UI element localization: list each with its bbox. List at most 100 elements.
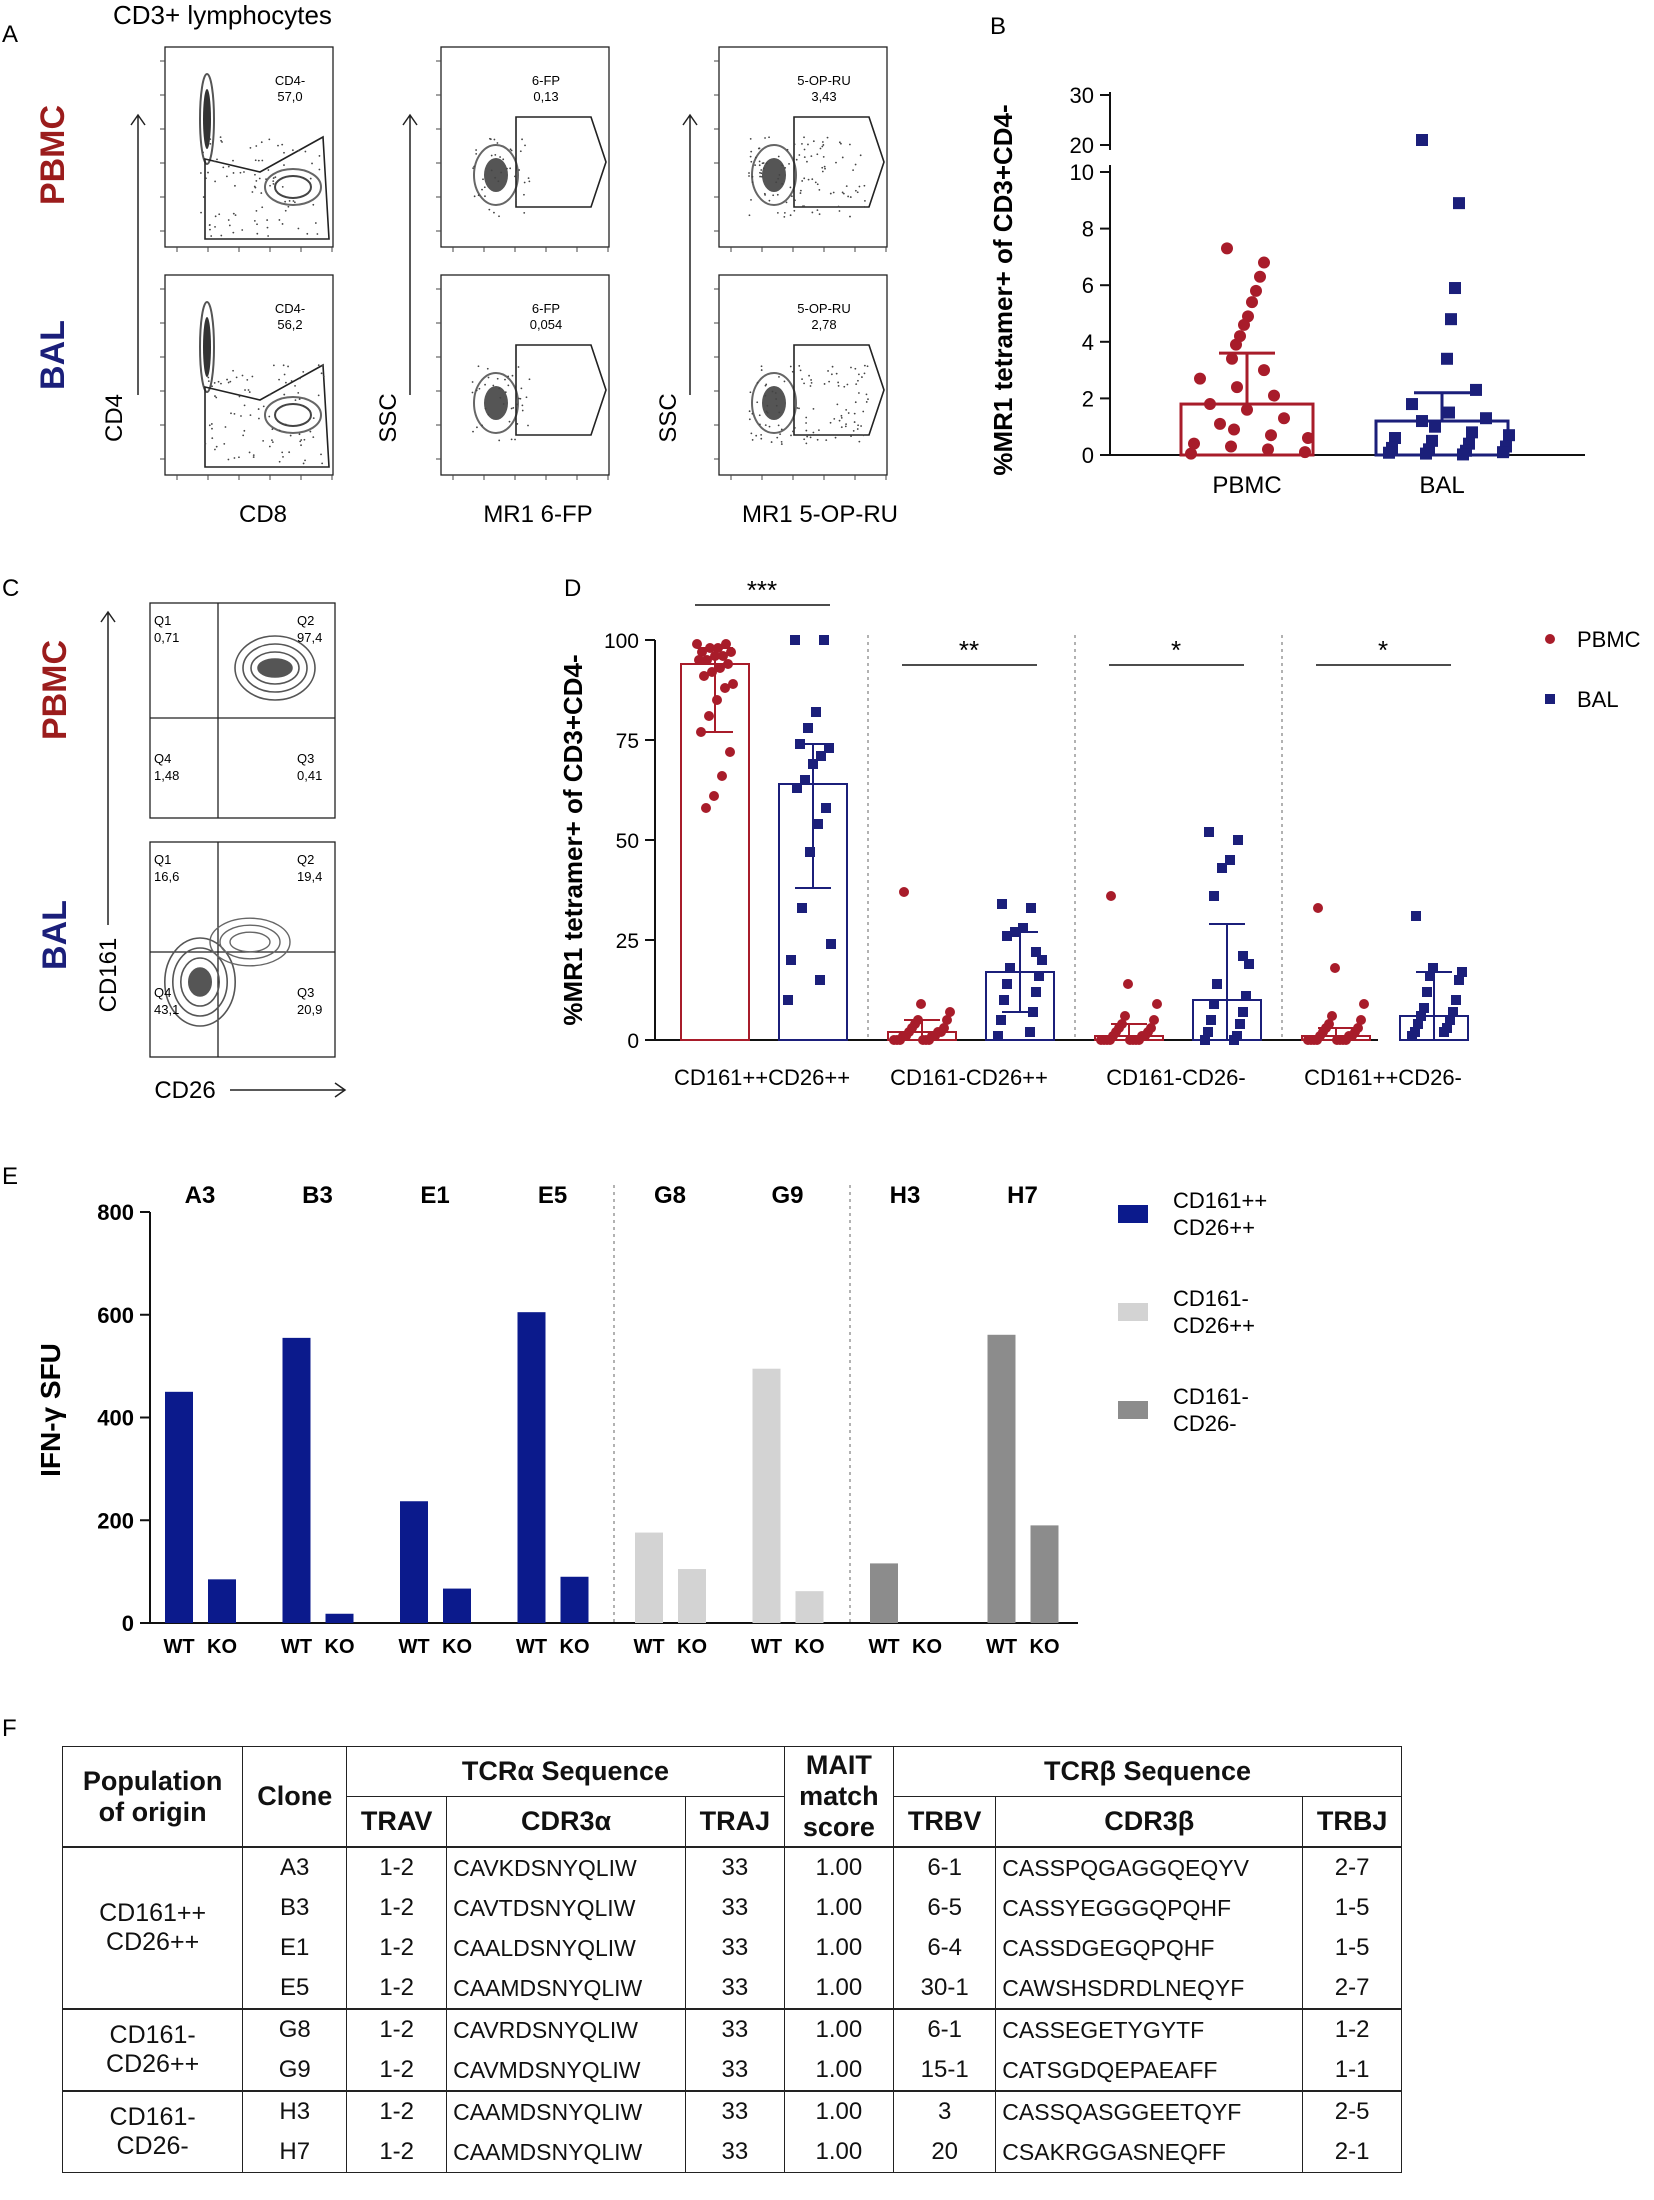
event-dot [528, 378, 531, 381]
event-dot [281, 223, 284, 225]
event-dot [234, 214, 237, 217]
population-contour [199, 301, 215, 393]
bar-label-wt: WT [633, 1636, 664, 1658]
event-dot [760, 437, 763, 440]
event-dot [514, 438, 516, 441]
event-dot [841, 191, 844, 194]
event-dot [784, 167, 787, 169]
event-dot [258, 417, 260, 420]
cdr3a-cell: CAAMDSNYQLIW [446, 1968, 686, 2009]
event-dot [249, 414, 252, 417]
quadrant-value: 16,6 [154, 869, 179, 884]
event-dot [840, 416, 843, 419]
bar-label-ko: KO [912, 1636, 942, 1658]
x-tick-label: CD161++CD26++ [674, 1065, 850, 1090]
ko-bar [678, 1569, 706, 1623]
data-point [786, 955, 796, 965]
legend-label-line1: CD161- [1173, 1286, 1249, 1311]
population-contour [219, 924, 281, 960]
flow-plot-frame [440, 46, 610, 248]
data-point [1238, 318, 1250, 331]
gate-name: CD4- [275, 301, 305, 316]
bar-label-wt: WT [281, 1636, 312, 1658]
event-dot [865, 401, 868, 403]
event-dot [821, 170, 824, 173]
event-dot [294, 399, 297, 401]
event-dot [516, 423, 519, 425]
event-dot [867, 398, 869, 401]
event-dot [510, 149, 513, 152]
event-dot [205, 177, 207, 180]
event-dot [500, 171, 503, 174]
clone-cell: E1 [242, 1928, 348, 1968]
quadrant-value: 20,9 [297, 1002, 322, 1017]
event-dot [214, 225, 216, 228]
clone-label: E1 [420, 1182, 449, 1209]
data-point [1010, 927, 1020, 937]
bar-label-ko: KO [677, 1636, 707, 1658]
data-point [797, 903, 807, 913]
event-dot [823, 165, 826, 168]
ko-bar [1030, 1525, 1059, 1623]
event-dot [792, 430, 794, 433]
event-dot [282, 456, 284, 458]
event-dot [487, 376, 490, 379]
data-point [1429, 420, 1441, 433]
legend-label-line1: CD161++ [1173, 1188, 1267, 1213]
col-tcra: TCRα Sequence [346, 1746, 785, 1797]
ko-bar [795, 1591, 824, 1623]
event-dot [488, 208, 491, 211]
event-dot [204, 442, 207, 445]
event-dot [228, 224, 231, 227]
panel-c-x-arrow [230, 1082, 347, 1098]
tcr-sequence-table: Population of origin Clone TCRα Sequence … [61, 1746, 1402, 2173]
event-dot [260, 192, 263, 194]
population-contour [242, 643, 308, 693]
event-dot [758, 160, 761, 163]
event-dot [783, 212, 786, 214]
cdr3b-cell: CAWSHSDRDLNEQYF [995, 1968, 1304, 2009]
event-dot [812, 407, 815, 410]
event-dot [475, 152, 478, 155]
event-dot [482, 178, 484, 181]
event-dot [281, 451, 284, 454]
wt-bar [870, 1563, 898, 1623]
event-dot [770, 441, 773, 443]
wt-bar [635, 1532, 663, 1623]
population-contour [274, 175, 312, 199]
col-cdr3a: CDR3α [446, 1795, 686, 1848]
data-point [826, 939, 836, 949]
data-point [1037, 955, 1047, 965]
col-clone: Clone [242, 1746, 348, 1848]
traj-cell: 33 [685, 1928, 785, 1968]
panel-e-ylabel: IFN-γ SFU [35, 1343, 66, 1477]
data-point [1226, 352, 1238, 365]
quadrant-value: 0,41 [297, 768, 322, 783]
data-point [1002, 979, 1012, 989]
event-dot [828, 380, 831, 383]
event-dot [220, 234, 223, 237]
legend-label: PBMC [1577, 627, 1641, 652]
event-dot [748, 175, 750, 177]
event-dot [200, 211, 202, 214]
data-point [720, 683, 730, 693]
event-dot [523, 211, 526, 214]
data-point [811, 707, 821, 717]
event-dot [793, 427, 796, 429]
y-tick-label: 0 [1082, 443, 1094, 468]
population-contour [209, 917, 291, 967]
data-point [1212, 979, 1222, 989]
event-dot [850, 366, 852, 369]
event-dot [758, 414, 761, 417]
event-dot [227, 381, 230, 384]
event-dot [833, 418, 836, 420]
col-population-l1: Population [82, 1765, 223, 1796]
panel-a-row-label-bal: BAL [34, 320, 72, 390]
flow-plot-frame [164, 274, 334, 476]
quadrant-name: Q1 [154, 613, 171, 628]
flow-plot-grid: CD4-57,06-FP0,135-OP-RU3,43CD4-56,26-FP0… [130, 46, 888, 480]
event-dot [220, 139, 222, 142]
event-dot [210, 235, 213, 237]
event-dot [493, 211, 495, 214]
legend-label: BAL [1577, 687, 1619, 712]
